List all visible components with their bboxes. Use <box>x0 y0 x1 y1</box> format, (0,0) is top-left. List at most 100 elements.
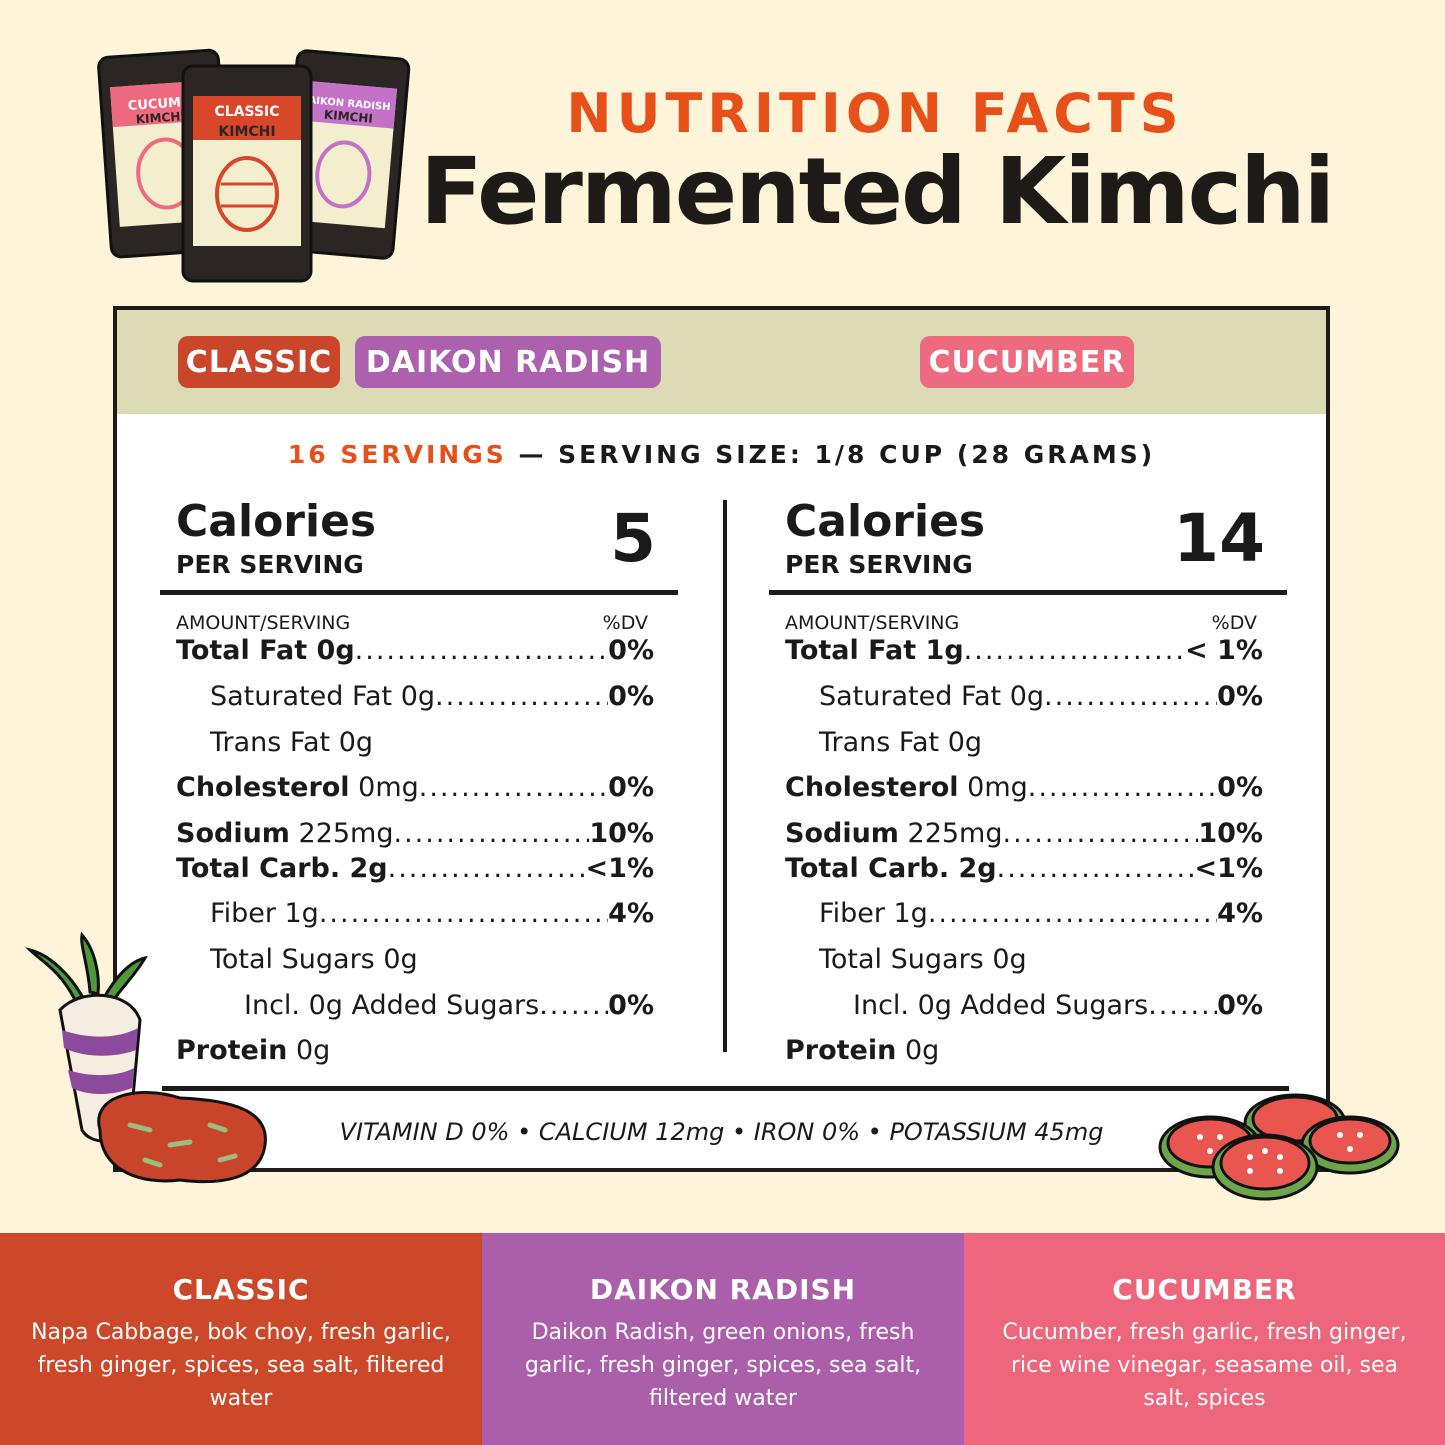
nutrient-name: Protein <box>785 1035 897 1066</box>
nutrient-row: Sodium 225mg 10% <box>176 818 654 858</box>
pouch-classic-label: CLASSIC <box>214 104 279 120</box>
amount-header: AMOUNT/SERVING <box>176 612 351 634</box>
calories-value: 5 <box>610 500 656 577</box>
daily-value: 0% <box>608 990 654 1021</box>
svg-text:KIMCHI: KIMCHI <box>218 124 275 140</box>
serving-info: 16 SERVINGS — SERVING SIZE: 1/8 CUP (28 … <box>117 440 1326 469</box>
card-header: CLASSIC DAIKON RADISH CUCUMBER <box>117 310 1326 414</box>
calories-label: Calories <box>785 496 986 547</box>
daily-value: 10% <box>1198 818 1263 849</box>
daily-value: < 1% <box>1185 635 1263 666</box>
nutrient-amount: Trans Fat 0g <box>210 727 374 758</box>
nutrient-amount: 225mg <box>289 818 394 849</box>
servings-count: 16 SERVINGS <box>287 440 507 469</box>
daily-value: <1% <box>1194 853 1263 884</box>
dot-leader <box>388 853 586 884</box>
calories-value: 14 <box>1173 500 1265 577</box>
ingredients-daikon-title: DAIKON RADISH <box>589 1273 857 1306</box>
daily-value: 10% <box>589 818 654 849</box>
nutrient-amount: Total Sugars 0g <box>819 944 1027 975</box>
ingredients-classic: CLASSIC Napa Cabbage, bok choy, fresh ga… <box>0 1233 482 1445</box>
dot-leader <box>1044 681 1217 712</box>
nutrient-label: Trans Fat 0g <box>210 727 373 758</box>
radish-kimchi-illustration <box>25 931 267 1184</box>
nutrient-row: Saturated Fat 0g 0% <box>210 681 654 721</box>
nutrient-label: Saturated Fat 0g <box>210 681 435 712</box>
nutrient-name: Total Fat 1g <box>785 635 964 666</box>
nutrient-label: Total Carb. 2g <box>785 853 997 884</box>
dot-leader <box>539 990 608 1021</box>
ingredients-classic-text: Napa Cabbage, bok choy, fresh garlic, fr… <box>31 1320 451 1411</box>
ingredients-daikon-text: Daikon Radish, green onions, fresh garli… <box>524 1320 922 1411</box>
nutrient-row: Fiber 1g 4% <box>210 898 654 938</box>
daily-value: 4% <box>1217 898 1263 929</box>
nutrient-row: Trans Fat 0g <box>210 727 654 767</box>
nutrient-amount: Saturated Fat 0g <box>819 681 1045 712</box>
ingredients-cucumber-text: Cucumber, fresh garlic, fresh ginger, ri… <box>1002 1320 1407 1411</box>
nutrient-label: Total Fat 0g <box>176 635 355 666</box>
vitamins-line: VITAMIN D 0% • CALCIUM 12mg • IRON 0% • … <box>339 1118 1104 1146</box>
nutrient-name: Total Carb. 2g <box>785 853 997 884</box>
dot-leader <box>1003 818 1199 849</box>
daily-value: 0% <box>1217 772 1263 803</box>
dv-header: %DV <box>602 612 648 634</box>
tag-cucumber: CUCUMBER <box>920 336 1134 388</box>
nutrient-row: Total Sugars 0g <box>819 944 1263 984</box>
nutrient-amount: Incl. 0g Added Sugars <box>853 990 1149 1021</box>
nutrient-amount: Fiber 1g <box>819 898 928 929</box>
nutrient-amount: 0mg <box>958 772 1028 803</box>
nutrient-row: Total Carb. 2g <1% <box>176 853 654 893</box>
nutrient-label: Total Sugars 0g <box>210 944 418 975</box>
daily-value: 0% <box>608 681 654 712</box>
nutrient-row: Total Carb. 2g <1% <box>785 853 1263 893</box>
dot-leader <box>394 818 590 849</box>
nutrient-amount: 225mg <box>898 818 1003 849</box>
dot-leader <box>928 898 1217 929</box>
nutrient-label: Sodium 225mg <box>176 818 394 849</box>
cucumber-slices-illustration <box>1158 1093 1400 1201</box>
nutrient-label: Fiber 1g <box>210 898 319 929</box>
nutrient-row: Incl. 0g Added Sugars 0% <box>244 990 654 1030</box>
per-serving-label: PER SERVING <box>785 550 973 579</box>
daily-value: 0% <box>608 772 654 803</box>
nutrient-label: Cholesterol 0mg <box>176 772 419 803</box>
nutrient-row: Incl. 0g Added Sugars 0% <box>853 990 1263 1030</box>
tag-daikon-radish: DAIKON RADISH <box>355 336 661 388</box>
nutrient-amount: 0g <box>896 1035 940 1066</box>
page-title: Fermented Kimchi <box>420 138 1335 245</box>
dot-leader <box>355 635 608 666</box>
nutrition-card: CLASSIC DAIKON RADISH CUCUMBER 16 SERVIN… <box>113 306 1330 1172</box>
nutrient-name: Cholesterol <box>785 772 959 803</box>
nutrient-row: Cholesterol 0mg 0% <box>785 772 1263 812</box>
dot-leader <box>419 772 608 803</box>
column-divider <box>723 500 727 1052</box>
daily-value: 4% <box>608 898 654 929</box>
nutrient-label: Incl. 0g Added Sugars <box>244 990 539 1021</box>
nutrient-name: Sodium <box>176 818 290 849</box>
ingredients-cucumber-title: CUCUMBER <box>1112 1273 1297 1306</box>
nutrient-row: Protein 0g <box>785 1035 1263 1075</box>
nutrient-amount: Saturated Fat 0g <box>210 681 436 712</box>
nutrient-name: Protein <box>176 1035 288 1066</box>
nutrient-label: Incl. 0g Added Sugars <box>853 990 1148 1021</box>
ingredients-cucumber: CUCUMBER Cucumber, fresh garlic, fresh g… <box>964 1233 1445 1445</box>
nutrient-label: Cholesterol 0mg <box>785 772 1028 803</box>
nutrient-row: Fiber 1g 4% <box>819 898 1263 938</box>
pouch-cucumber-label: CUCUMB <box>127 95 191 114</box>
daily-value: 0% <box>1217 990 1263 1021</box>
nutrient-row: Protein 0g <box>176 1035 654 1075</box>
nutrient-row: Total Fat 1g < 1% <box>785 635 1263 675</box>
daily-value: 0% <box>608 635 654 666</box>
svg-text:KIMCHI: KIMCHI <box>323 108 373 126</box>
calories-rule <box>160 590 678 595</box>
amount-header: AMOUNT/SERVING <box>785 612 960 634</box>
ingredients-daikon: DAIKON RADISH Daikon Radish, green onion… <box>482 1233 964 1445</box>
bottom-rule <box>162 1086 1289 1091</box>
nutrient-row: Total Sugars 0g <box>210 944 654 984</box>
nutrient-label: Protein 0g <box>176 1035 330 1066</box>
nutrient-row: Trans Fat 0g <box>819 727 1263 767</box>
serving-size: — SERVING SIZE: 1/8 CUP (28 GRAMS) <box>506 440 1156 469</box>
calories-rule <box>769 590 1287 595</box>
svg-text:KIMCHI: KIMCHI <box>135 109 185 126</box>
nutrient-name: Sodium <box>785 818 899 849</box>
